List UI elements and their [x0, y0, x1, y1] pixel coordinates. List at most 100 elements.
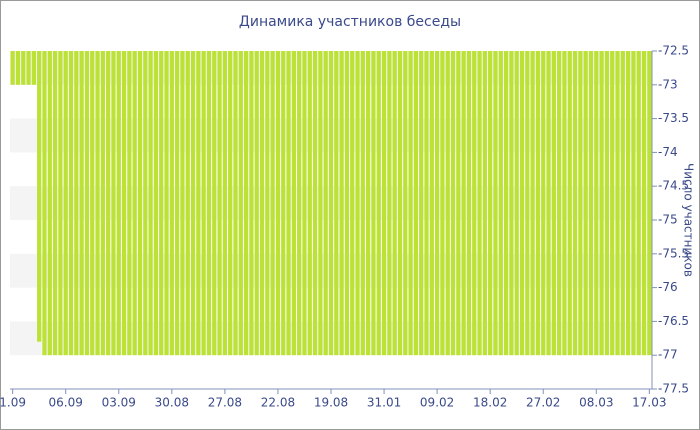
y-tick-label: -76 [658, 280, 678, 294]
bar [482, 51, 487, 356]
bar [90, 51, 95, 356]
x-tick-label: 19.08 [314, 396, 348, 410]
bar [456, 51, 461, 356]
bar [121, 51, 127, 356]
bar [286, 51, 291, 356]
bar [312, 51, 318, 356]
bar [127, 51, 132, 356]
y-tick-label: -77.5 [658, 382, 689, 396]
y-tick-label: -75 [658, 213, 678, 227]
x-tick-label: 08.03 [579, 396, 613, 410]
bar [355, 51, 360, 356]
bar [238, 51, 243, 356]
bar [546, 51, 551, 356]
bar [381, 51, 387, 356]
bar [514, 51, 519, 356]
bar [472, 51, 477, 356]
bar [58, 51, 63, 356]
bar [488, 51, 493, 356]
bar [265, 51, 270, 356]
bar [52, 51, 58, 356]
bar [228, 51, 233, 356]
bar [641, 51, 647, 356]
bar [185, 51, 190, 356]
y-tick-label: -73.5 [658, 111, 689, 125]
bar [445, 51, 450, 356]
bar [541, 51, 546, 356]
bar [339, 51, 344, 356]
bar [68, 51, 74, 356]
bar [392, 51, 397, 356]
bar [37, 51, 42, 342]
bar [366, 51, 371, 356]
bar [334, 51, 339, 356]
bar [175, 51, 180, 356]
bar [562, 51, 567, 356]
bar [429, 51, 434, 356]
x-tick-label: 09.02 [420, 396, 454, 410]
bar [636, 51, 641, 356]
bar [95, 51, 100, 356]
bar [201, 51, 206, 356]
bar [42, 51, 47, 356]
bar [281, 51, 286, 356]
bar [297, 51, 302, 356]
bar [63, 51, 68, 356]
bar [217, 51, 222, 356]
bar [270, 51, 275, 356]
bar [233, 51, 238, 356]
bar [132, 51, 137, 356]
y-tick-label: -75.5 [658, 246, 689, 260]
bar [408, 51, 413, 356]
x-tick-label: 17.03 [632, 396, 666, 410]
bar [615, 51, 620, 356]
bar [84, 51, 90, 356]
bar [111, 51, 116, 356]
bar [594, 51, 599, 356]
bar [164, 51, 169, 356]
bar [143, 51, 148, 356]
bar [466, 51, 472, 356]
y-tick-label: -74.5 [658, 179, 689, 193]
bar [254, 51, 259, 356]
y-tick-label: -72.5 [658, 44, 689, 58]
bar [434, 51, 440, 356]
bar [503, 51, 509, 356]
bar [196, 51, 201, 356]
y-tick-label: -77 [658, 348, 678, 362]
bar [572, 51, 578, 356]
bar [79, 51, 84, 356]
x-tick-label: 06.09 [49, 396, 83, 410]
bar [360, 51, 365, 356]
bar [647, 51, 652, 356]
bar [387, 51, 392, 356]
bar [212, 51, 217, 356]
bar [376, 51, 381, 356]
bar [350, 51, 355, 356]
bar [498, 51, 503, 356]
y-axis-label: Число участников [682, 163, 696, 277]
bar [578, 51, 583, 356]
bar [450, 51, 456, 356]
bar [461, 51, 466, 356]
bar [137, 51, 143, 356]
bar [222, 51, 228, 356]
bar [153, 51, 159, 356]
bar [10, 51, 15, 85]
x-tick-label: 30.08 [155, 396, 189, 410]
bar [525, 51, 530, 356]
bar [148, 51, 153, 356]
bar [116, 51, 121, 356]
bar [106, 51, 111, 356]
bar [15, 51, 21, 85]
y-tick-label: -76.5 [658, 314, 689, 328]
bar [424, 51, 429, 356]
bar [275, 51, 281, 356]
bar [535, 51, 541, 356]
x-tick-label: 27.08 [208, 396, 242, 410]
bar [159, 51, 164, 356]
bar [371, 51, 376, 356]
bar [259, 51, 265, 356]
bar [599, 51, 604, 356]
bar [74, 51, 79, 356]
